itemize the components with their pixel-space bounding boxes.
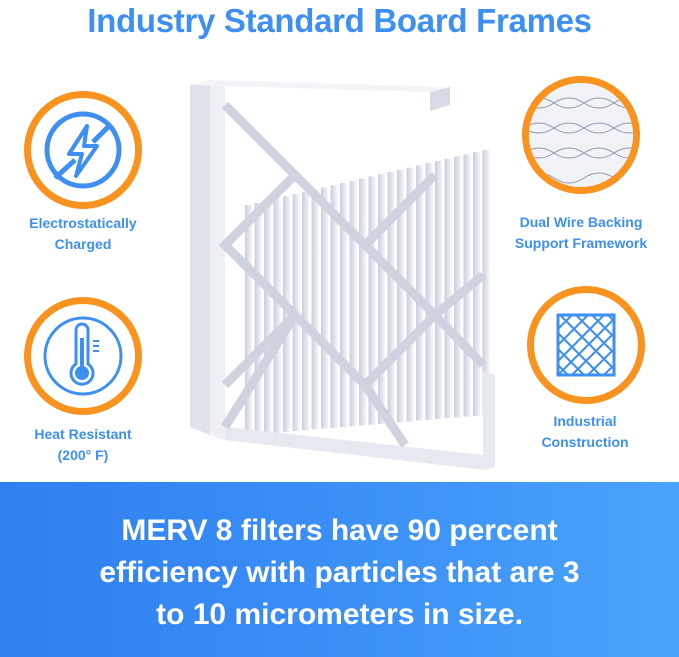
heat-resistant-badge <box>24 297 142 415</box>
banner-line: MERV 8 filters have 90 percent <box>121 514 558 547</box>
filter-pleat <box>454 156 461 418</box>
air-filter-illustration <box>190 80 495 470</box>
banner-line: to 10 micrometers in size. <box>156 598 523 631</box>
label-line: Industrial <box>553 413 617 429</box>
filter-pleat <box>273 198 281 433</box>
merv-info-banner: MERV 8 filters have 90 percent efficienc… <box>0 482 679 657</box>
industrial-construction-badge <box>527 286 645 404</box>
grid-frame-icon <box>556 313 616 377</box>
label-line: Support Framework <box>514 235 648 251</box>
label-line: Construction <box>541 434 629 450</box>
filter-pleat <box>283 196 290 432</box>
feature-label-dual-wire: Dual Wire Backing Support Framework <box>496 212 666 254</box>
filter-pleat <box>340 183 347 427</box>
filter-pleat <box>425 163 433 420</box>
feature-label-electrostatic: Electrostatically Charged <box>0 213 168 255</box>
dual-wire-badge <box>522 76 640 194</box>
filter-pleat <box>397 169 404 423</box>
filter-pleat <box>321 187 328 429</box>
page-title: Industry Standard Board Frames <box>87 2 592 39</box>
banner-text: MERV 8 filters have 90 percent efficienc… <box>0 510 679 636</box>
label-line: Charged <box>54 236 112 252</box>
filter-pleat <box>416 165 423 421</box>
filter-pleat <box>264 200 271 434</box>
feature-label-heat: Heat Resistant (200° F) <box>0 424 168 466</box>
filter-pleat <box>368 176 376 425</box>
label-line: Electrostatically <box>29 215 137 231</box>
banner-line: efficiency with particles that are 3 <box>99 556 580 589</box>
filter-pleat <box>302 191 309 431</box>
filter-pleat <box>444 158 452 419</box>
wire-mesh-closeup-icon <box>529 83 633 187</box>
label-line: Dual Wire Backing <box>519 214 643 230</box>
filter-pleat <box>330 185 338 428</box>
filter-pleat <box>435 161 442 419</box>
filter-pleat <box>359 178 366 426</box>
lightning-no-static-icon <box>44 111 122 189</box>
filter-pleat <box>387 172 395 423</box>
filter-pleat <box>378 174 385 424</box>
filter-pleat <box>349 180 357 427</box>
thermometer-icon <box>43 316 123 396</box>
filter-pleat <box>245 205 252 435</box>
filter-pleat <box>311 189 319 430</box>
label-line: Heat Resistant <box>34 426 132 442</box>
filter-pleat <box>254 202 262 435</box>
electrostatic-badge <box>24 91 142 209</box>
label-line: (200° F) <box>57 447 109 463</box>
filter-pleat <box>482 150 490 415</box>
feature-label-industrial: Industrial Construction <box>500 411 670 453</box>
